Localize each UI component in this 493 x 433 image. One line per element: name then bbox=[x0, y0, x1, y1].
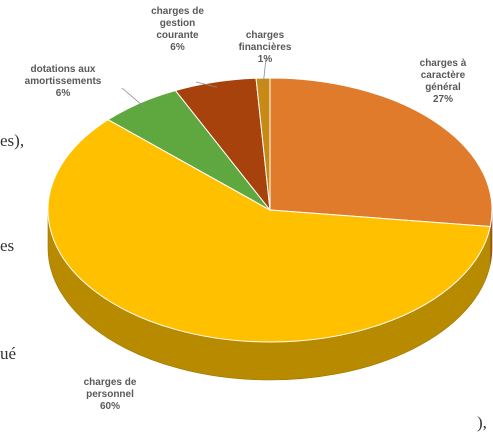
pie-slice-charges-financieres bbox=[255, 77, 271, 211]
pie-slice-charges-de-personnel bbox=[47, 119, 491, 343]
slice-label-dotations-aux-amortissements: dotations aux amortissements 6% bbox=[24, 64, 102, 99]
leader-line-charges-financieres bbox=[262, 57, 267, 84]
slice-label-charges-de-personnel: charges de personnel 60% bbox=[83, 377, 137, 412]
page-text-fragment: ), bbox=[477, 413, 487, 432]
leader-line-charges-de-gestion-courante bbox=[195, 81, 218, 88]
slice-label-charges-de-gestion-courante: charges de gestion courante 6% bbox=[151, 6, 204, 53]
leader-line-dotations-aux-amortissements bbox=[121, 87, 145, 108]
slice-label-charges-a-caractere-general: charges à caractère général 27% bbox=[419, 58, 467, 105]
pie-top bbox=[47, 77, 493, 343]
slice-label-charges-financieres: charges financières 1% bbox=[238, 30, 292, 65]
leader-lines bbox=[121, 57, 267, 108]
page-text-fragment: es bbox=[0, 236, 15, 255]
page-text-fragment: ué bbox=[0, 344, 17, 363]
pie-slice-charges-a-caractere-general bbox=[269, 77, 493, 228]
page-text-fragment: es), bbox=[0, 131, 25, 150]
